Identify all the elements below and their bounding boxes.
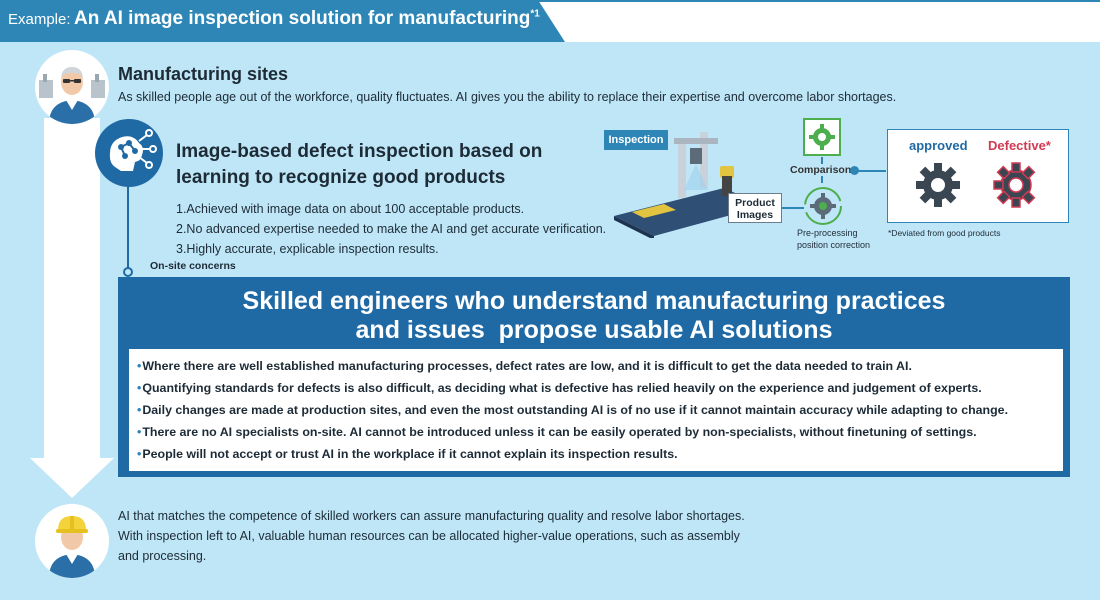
banner-title: An AI image inspection solution for manu… [74,8,540,30]
result-line: With inspection left to AI, valuable hum… [118,529,740,543]
product-images-label: Product Images [728,193,782,223]
banner-title-text: An AI image inspection solution for manu… [74,8,531,29]
defective-gear-icon [993,162,1036,208]
concern-item: Daily changes are made at production sit… [137,399,1063,421]
banner-rule [0,0,1100,2]
result-connector-line [852,170,886,172]
solution-title-line2: and issues propose usable AI solutions [355,316,833,344]
flow-arrow-head [30,458,114,498]
inspection-title-line2: learning to recognize good products [176,167,506,188]
preprocessing-gear-icon [804,187,842,225]
result-line: and processing. [118,549,207,563]
result-connector-dot [850,166,859,175]
hardhat-worker-avatar-icon [35,504,109,578]
manufacturing-title: Manufacturing sites [118,64,289,84]
product-images-line1: Product [735,197,775,209]
inspection-point: 2.No advanced expertise needed to make t… [176,222,607,236]
result-line: AI that matches the competence of skille… [118,509,745,523]
inspection-machine-illustration [604,128,780,240]
approved-gear-icon [916,163,960,207]
banner-footnote-mark: *1 [530,8,540,20]
solution-title-line1: Skilled engineers who understand manufac… [242,287,946,315]
comparison-label: Comparison [788,164,854,176]
inspection-title-line1: Image-based defect inspection based on [176,141,543,162]
ai-brain-network-icon [95,119,163,187]
concern-item: Quantifying standards for defects is als… [137,377,1063,399]
concern-item: People will not accept or trust AI in th… [137,443,1063,465]
inspection-points: 1.Achieved with image data on about 100 … [176,199,606,259]
connector-dot [123,267,133,277]
preprocessing-line1: Pre-processing [797,228,858,238]
connector-line [127,187,129,271]
banner-prefix: Example: [8,11,71,28]
header-banner: Example: An AI image inspection solution… [0,0,565,42]
result-text: AI that matches the competence of skille… [118,506,798,566]
deviated-note: *Deviated from good products [888,228,1001,238]
onsite-concerns-label: On-site concerns [150,260,236,272]
approved-label: approved [909,138,968,153]
inspection-point: 3.Highly accurate, explicable inspection… [176,242,439,256]
inspection-title: Image-based defect inspection based on l… [176,139,616,191]
preprocessing-label: Pre-processing position correction [797,227,870,251]
product-images-line2: Images [736,209,774,221]
concern-item: There are no AI specialists on-site. AI … [137,421,1063,443]
senior-worker-avatar-icon [35,50,109,124]
flow-line [782,207,804,209]
comparison-gear-icon [803,118,841,156]
result-box [887,129,1069,223]
concerns-list: Where there are well established manufac… [129,349,1063,471]
manufacturing-text: As skilled people age out of the workfor… [118,90,897,104]
defective-label: Defective* [988,138,1051,153]
inspection-label: Inspection [604,130,668,150]
flow-arrow-shaft [44,118,100,460]
inspection-point: 1.Achieved with image data on about 100 … [176,202,525,216]
concern-item: Where there are well established manufac… [137,355,1063,377]
preprocessing-line2: position correction [797,240,871,250]
solution-title: Skilled engineers who understand manufac… [118,287,1070,345]
